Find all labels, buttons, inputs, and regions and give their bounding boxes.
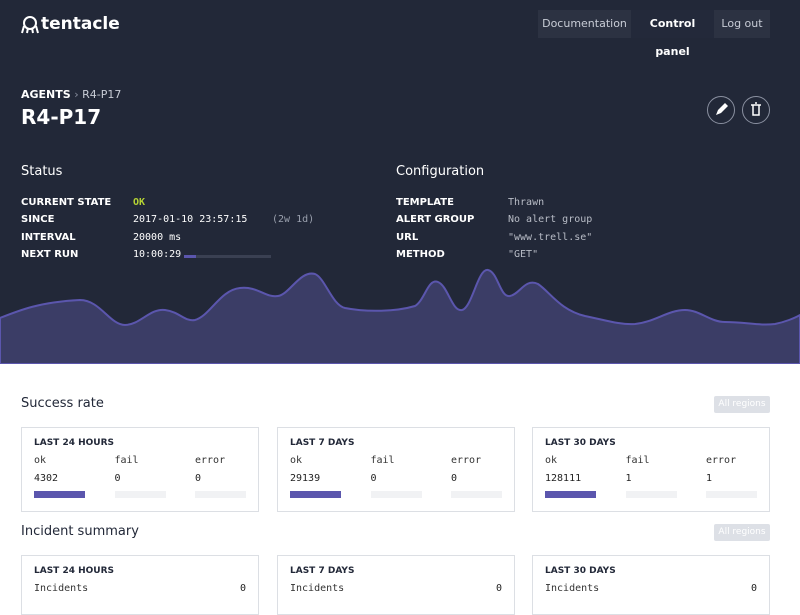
row-label: ALERT GROUP <box>396 214 475 225</box>
row-label: SINCE <box>21 214 55 225</box>
column-label: fail <box>114 455 139 466</box>
bar-track <box>706 491 757 498</box>
next-run-progress <box>184 255 196 258</box>
column-label: fail <box>625 455 650 466</box>
row-value: "www.trell.se" <box>508 232 593 243</box>
card-period: LAST 30 DAYS <box>545 438 616 448</box>
wave <box>0 16 800 364</box>
card-period: LAST 7 DAYS <box>290 438 355 448</box>
row-label: METHOD <box>396 249 445 260</box>
incident-value: 0 <box>495 583 502 594</box>
filter-button[interactable]: All regions <box>714 396 770 413</box>
section-heading: Incident summary <box>21 524 139 539</box>
stat-card: LAST 24 HOURS ok 4302 fail 0 error 0 <box>21 427 259 512</box>
column-value: 29139 <box>290 473 321 484</box>
row-label: CURRENT STATE <box>21 197 112 208</box>
incident-label: Incidents <box>34 583 89 594</box>
row-value: 2017-01-10 23:57:15 <box>133 214 248 225</box>
incident-label: Incidents <box>545 583 600 594</box>
column-label: ok <box>290 455 303 466</box>
column-value: 128111 <box>545 473 582 484</box>
bar-track <box>114 491 166 498</box>
incident-label: Incidents <box>290 583 345 594</box>
column-value: 4302 <box>34 473 59 484</box>
row-value: No alert group <box>508 214 593 225</box>
row-value: "GET" <box>508 249 539 260</box>
bar-track <box>625 491 677 498</box>
logo[interactable]: tentacle <box>41 14 120 34</box>
page-title: R4-P17 <box>21 105 102 129</box>
card-period: LAST 24 HOURS <box>34 566 115 576</box>
section-heading: Status <box>21 164 63 179</box>
bar <box>34 491 85 498</box>
row-label: INTERVAL <box>21 232 76 243</box>
wave-area <box>0 269 800 364</box>
nav-link[interactable]: Log out <box>714 10 770 38</box>
incident-value: 0 <box>239 583 246 594</box>
card-period: LAST 24 HOURS <box>34 438 115 448</box>
row-value: 20000 ms <box>133 232 182 243</box>
stat-card: LAST 7 DAYS ok 29139 fail 0 error 0 <box>277 427 515 512</box>
filter-button[interactable]: All regions <box>714 524 770 541</box>
column-value: 0 <box>195 473 202 484</box>
column-value: 0 <box>114 473 121 484</box>
column-value: 0 <box>370 473 377 484</box>
nav-link[interactable]: Control panel <box>631 10 714 58</box>
stat-card: LAST 30 DAYS ok 128111 fail 1 error 1 <box>532 427 770 512</box>
incident-value: 0 <box>750 583 757 594</box>
logo-icon <box>21 16 39 34</box>
column-label: error <box>451 455 482 466</box>
row-value: OK <box>133 197 146 208</box>
column-value: 1 <box>625 473 632 484</box>
incident-card: LAST 24 HOURS Incidents 0 <box>21 555 259 615</box>
bar-track <box>451 491 502 498</box>
card-period: LAST 7 DAYS <box>290 566 355 576</box>
header: tentacle Documentation Control panel Log… <box>0 0 800 364</box>
next-run-track <box>184 255 271 258</box>
column-value: 1 <box>706 473 713 484</box>
row-label: URL <box>396 232 419 243</box>
row-label: NEXT RUN <box>21 249 79 260</box>
column-label: error <box>195 455 226 466</box>
delete-icon <box>751 102 761 116</box>
row-note: (2w 1d) <box>272 214 315 225</box>
bar-track <box>195 491 246 498</box>
bar <box>290 491 341 498</box>
breadcrumb-current: R4-P17 <box>82 88 122 101</box>
edit-icon <box>716 103 728 115</box>
bar <box>545 491 596 498</box>
column-label: ok <box>34 455 47 466</box>
bar-track <box>370 491 422 498</box>
column-label: error <box>706 455 737 466</box>
column-value: 0 <box>451 473 458 484</box>
section-heading: Configuration <box>396 164 485 179</box>
column-label: ok <box>545 455 558 466</box>
delete-button[interactable] <box>742 96 770 124</box>
column-label: fail <box>370 455 395 466</box>
edit-button[interactable] <box>707 96 735 124</box>
incident-card: LAST 30 DAYS Incidents 0 <box>532 555 770 615</box>
row-label: TEMPLATE <box>396 197 454 208</box>
nav-link[interactable]: Documentation <box>538 10 631 38</box>
incident-card: LAST 7 DAYS Incidents 0 <box>277 555 515 615</box>
row-value: 10:00:29 <box>133 249 182 260</box>
breadcrumb-parent[interactable]: AGENTS <box>21 88 71 101</box>
card-period: LAST 30 DAYS <box>545 566 616 576</box>
section-heading: Success rate <box>21 396 104 411</box>
breadcrumb-separator: › <box>74 88 79 101</box>
row-value: Thrawn <box>508 197 545 208</box>
